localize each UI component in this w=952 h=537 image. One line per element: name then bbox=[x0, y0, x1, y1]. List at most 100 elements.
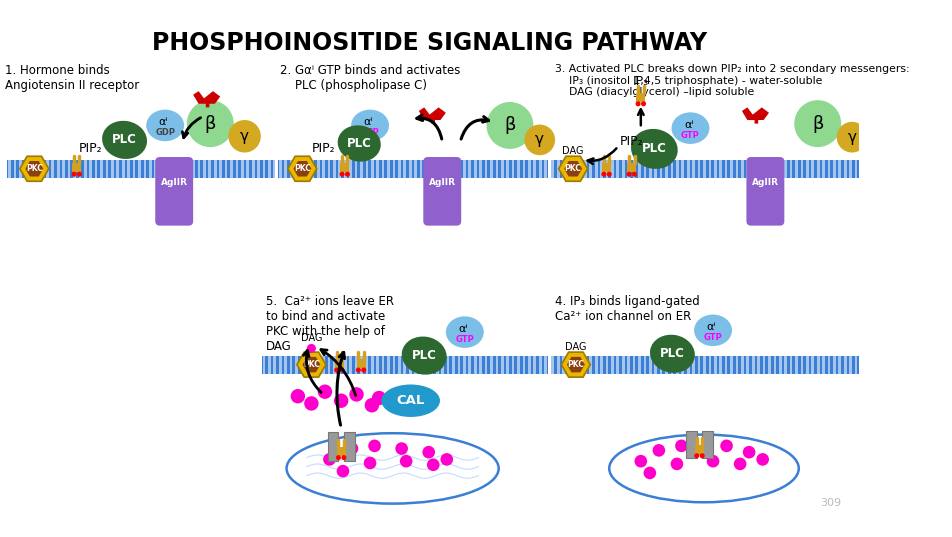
Bar bbox=[371, 159, 374, 178]
Bar bbox=[474, 355, 477, 374]
Bar bbox=[660, 159, 663, 178]
Text: αⁱ: αⁱ bbox=[684, 120, 693, 129]
Bar bbox=[9, 159, 10, 178]
Circle shape bbox=[606, 172, 612, 177]
Bar bbox=[550, 159, 860, 169]
Text: PIP₂: PIP₂ bbox=[78, 142, 102, 155]
Ellipse shape bbox=[102, 121, 147, 159]
Bar bbox=[708, 159, 711, 178]
Bar bbox=[589, 355, 592, 374]
Bar bbox=[474, 159, 477, 178]
Bar bbox=[501, 159, 504, 178]
Bar bbox=[670, 159, 673, 178]
Polygon shape bbox=[288, 156, 317, 182]
Circle shape bbox=[340, 367, 345, 373]
Bar bbox=[720, 159, 722, 178]
Bar bbox=[382, 355, 385, 374]
Bar bbox=[823, 159, 825, 178]
Circle shape bbox=[426, 459, 440, 471]
Circle shape bbox=[187, 100, 234, 147]
Polygon shape bbox=[562, 352, 590, 377]
Bar bbox=[644, 159, 646, 178]
Bar bbox=[366, 159, 368, 178]
Bar bbox=[703, 431, 713, 458]
Circle shape bbox=[734, 458, 746, 470]
Bar bbox=[686, 159, 689, 178]
Bar bbox=[371, 355, 374, 374]
Bar bbox=[855, 159, 858, 178]
Ellipse shape bbox=[147, 110, 184, 141]
Bar bbox=[479, 159, 482, 178]
Circle shape bbox=[670, 458, 684, 470]
Bar bbox=[106, 159, 109, 178]
Text: 309: 309 bbox=[820, 498, 841, 507]
Bar bbox=[602, 163, 611, 172]
Bar bbox=[404, 159, 407, 178]
Bar bbox=[774, 159, 776, 178]
Bar bbox=[285, 355, 287, 374]
Bar bbox=[550, 365, 860, 374]
Bar bbox=[219, 159, 222, 178]
Bar bbox=[301, 355, 304, 374]
Bar bbox=[757, 159, 760, 178]
Bar bbox=[355, 355, 357, 374]
Circle shape bbox=[694, 453, 700, 458]
Circle shape bbox=[756, 453, 769, 466]
Circle shape bbox=[336, 455, 341, 460]
Bar bbox=[327, 432, 339, 461]
Bar bbox=[263, 355, 266, 374]
Bar bbox=[746, 355, 749, 374]
Bar bbox=[839, 355, 842, 374]
Circle shape bbox=[340, 172, 345, 177]
Bar bbox=[279, 159, 282, 178]
Bar bbox=[337, 447, 346, 456]
Bar bbox=[192, 159, 195, 178]
Bar bbox=[627, 159, 630, 178]
Bar bbox=[790, 159, 792, 178]
Bar bbox=[730, 159, 733, 178]
Bar bbox=[214, 159, 217, 178]
Bar bbox=[122, 159, 125, 178]
Bar bbox=[512, 159, 514, 178]
Bar bbox=[235, 159, 238, 178]
Ellipse shape bbox=[351, 110, 389, 141]
Bar bbox=[289, 355, 292, 374]
Bar bbox=[600, 355, 603, 374]
Bar bbox=[414, 159, 417, 178]
Bar bbox=[551, 355, 554, 374]
Bar bbox=[262, 365, 547, 374]
Bar bbox=[654, 159, 657, 178]
Circle shape bbox=[342, 455, 347, 460]
Bar bbox=[676, 159, 679, 178]
Bar bbox=[268, 159, 270, 178]
Bar bbox=[78, 159, 81, 178]
Bar bbox=[344, 159, 347, 178]
Ellipse shape bbox=[650, 335, 695, 373]
Circle shape bbox=[305, 396, 319, 411]
Bar bbox=[695, 445, 704, 454]
Text: AgIIR: AgIIR bbox=[752, 178, 779, 187]
Circle shape bbox=[368, 440, 381, 452]
Text: PLC: PLC bbox=[347, 137, 371, 150]
Circle shape bbox=[525, 125, 555, 155]
Circle shape bbox=[652, 444, 665, 456]
Bar bbox=[579, 159, 582, 178]
Bar bbox=[573, 159, 576, 178]
Bar bbox=[430, 159, 433, 178]
Circle shape bbox=[318, 384, 332, 399]
Bar bbox=[490, 159, 493, 178]
Text: 2. Gαⁱ GTP binds and activates
    PLC (phospholipase C): 2. Gαⁱ GTP binds and activates PLC (phos… bbox=[280, 64, 460, 92]
Bar bbox=[306, 355, 308, 374]
Circle shape bbox=[228, 120, 261, 153]
Bar bbox=[387, 159, 390, 178]
Bar bbox=[355, 159, 357, 178]
FancyBboxPatch shape bbox=[155, 157, 193, 226]
Bar bbox=[746, 159, 749, 178]
Bar bbox=[806, 159, 808, 178]
Text: PKC: PKC bbox=[565, 164, 582, 173]
Bar bbox=[182, 159, 184, 178]
Bar bbox=[708, 355, 711, 374]
Ellipse shape bbox=[609, 434, 799, 502]
Bar bbox=[73, 159, 76, 178]
Text: β: β bbox=[812, 114, 823, 133]
